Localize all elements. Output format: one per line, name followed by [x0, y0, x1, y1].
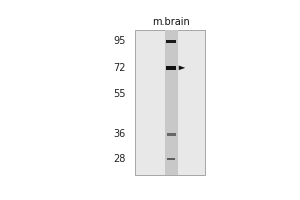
Bar: [167, 158, 175, 160]
Text: 72: 72: [113, 63, 126, 73]
Text: 28: 28: [113, 154, 126, 164]
Bar: [166, 66, 176, 70]
Text: 95: 95: [113, 36, 126, 46]
Bar: [166, 40, 176, 43]
Text: 55: 55: [113, 89, 126, 99]
Polygon shape: [179, 66, 185, 70]
Bar: [167, 133, 176, 136]
Bar: [135, 30, 205, 175]
Text: m.brain: m.brain: [152, 17, 190, 27]
Bar: [165, 30, 178, 175]
Text: 36: 36: [114, 129, 126, 139]
